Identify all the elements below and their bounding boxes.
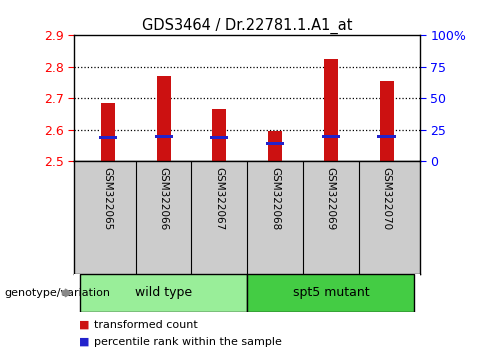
Text: GSM322065: GSM322065 (103, 167, 113, 230)
Bar (99, 136, 117, 139)
Bar (268, 131, 282, 161)
Title: GDS3464 / Dr.22781.1.A1_at: GDS3464 / Dr.22781.1.A1_at (142, 18, 352, 34)
Text: GSM322068: GSM322068 (270, 167, 280, 230)
Bar (156, 76, 170, 161)
Bar (210, 136, 228, 139)
Bar (322, 135, 340, 138)
Text: wild type: wild type (135, 286, 192, 299)
Text: GSM322067: GSM322067 (215, 167, 224, 230)
Text: genotype/variation: genotype/variation (5, 288, 111, 298)
Bar (247, 274, 414, 312)
Text: ■: ■ (79, 337, 90, 347)
Text: percentile rank within the sample: percentile rank within the sample (94, 337, 281, 347)
Text: GSM322070: GSM322070 (382, 167, 392, 230)
Bar (212, 109, 226, 161)
Bar (266, 142, 284, 145)
Text: GSM322066: GSM322066 (158, 167, 168, 230)
Bar (380, 81, 394, 161)
Bar (101, 103, 115, 161)
Bar (80, 274, 247, 312)
Bar (155, 135, 173, 138)
Bar (377, 135, 396, 138)
Text: spt5 mutant: spt5 mutant (292, 286, 369, 299)
Text: GSM322069: GSM322069 (326, 167, 336, 230)
Text: ■: ■ (79, 320, 90, 330)
Text: transformed count: transformed count (94, 320, 197, 330)
Bar (324, 59, 338, 161)
